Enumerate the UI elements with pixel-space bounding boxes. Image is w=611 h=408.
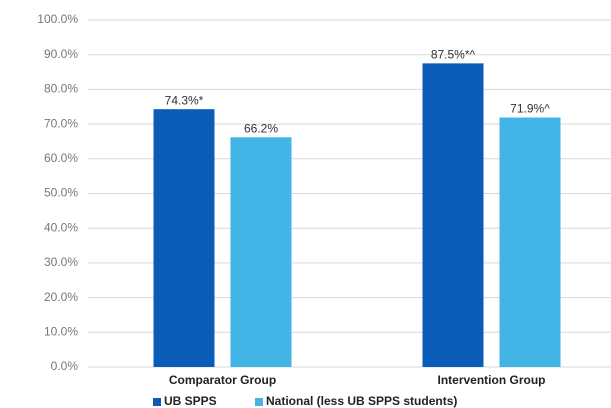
y-tick-label: 30.0% bbox=[44, 255, 78, 269]
y-tick-label: 40.0% bbox=[44, 220, 78, 234]
legend-swatch bbox=[153, 398, 161, 406]
data-label: 87.5%*^ bbox=[431, 48, 476, 62]
data-label: 74.3%* bbox=[165, 93, 204, 107]
legend-swatch bbox=[255, 398, 263, 406]
y-tick-label: 100.0% bbox=[37, 12, 78, 26]
x-tick-label: Comparator Group bbox=[169, 373, 276, 387]
bar bbox=[153, 109, 215, 367]
data-label: 71.9%^ bbox=[510, 102, 550, 116]
y-tick-label: 20.0% bbox=[44, 290, 78, 304]
y-tick-label: 90.0% bbox=[44, 47, 78, 61]
bar bbox=[230, 137, 292, 367]
y-tick-label: 70.0% bbox=[44, 116, 78, 130]
legend-label: UB SPPS bbox=[164, 394, 217, 408]
bar bbox=[422, 63, 484, 367]
y-tick-label: 80.0% bbox=[44, 82, 78, 96]
y-tick-label: 10.0% bbox=[44, 324, 78, 338]
legend-label: National (less UB SPPS students) bbox=[266, 394, 457, 408]
y-tick-label: 0.0% bbox=[51, 359, 79, 373]
y-tick-label: 60.0% bbox=[44, 151, 78, 165]
y-tick-label: 50.0% bbox=[44, 186, 78, 200]
x-tick-label: Intervention Group bbox=[438, 373, 546, 387]
data-label: 66.2% bbox=[244, 121, 278, 135]
bar bbox=[499, 117, 561, 368]
